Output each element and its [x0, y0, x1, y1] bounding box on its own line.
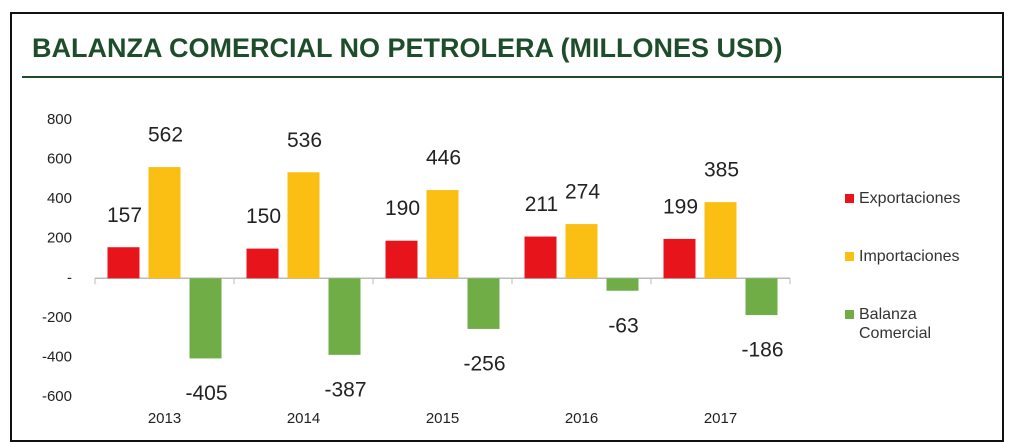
bar [189, 278, 222, 359]
bar [385, 240, 418, 279]
data-label: 150 [246, 205, 281, 228]
bar [287, 172, 320, 279]
legend-item: Exportaciones [845, 189, 969, 208]
bar [524, 236, 557, 279]
data-label: 536 [287, 129, 322, 152]
data-label: -63 [608, 314, 638, 337]
y-tick-label: 200 [47, 230, 72, 247]
data-label: 157 [107, 204, 142, 227]
legend-swatch [845, 252, 854, 261]
data-label: 385 [704, 159, 739, 182]
data-label: 274 [565, 181, 600, 204]
data-label: 446 [426, 147, 461, 170]
bar [704, 202, 737, 279]
x-tick-label: 2014 [287, 410, 320, 427]
bar [107, 247, 140, 279]
legend-item: Balanza Comercial [845, 305, 969, 343]
y-tick-label: 800 [47, 111, 72, 128]
legend-swatch [845, 310, 854, 319]
y-tick-label: -400 [42, 348, 72, 365]
x-tick-label: 2017 [704, 410, 737, 427]
chart-title: BALANZA COMERCIAL NO PETROLERA (MILLONES… [32, 33, 782, 63]
x-tick-label: 2016 [565, 410, 598, 427]
bar [246, 248, 279, 279]
bar [426, 190, 459, 279]
data-label: 190 [385, 197, 420, 220]
y-tick-label: - [67, 269, 72, 286]
y-tick-label: 400 [47, 190, 72, 207]
data-label: 562 [148, 124, 183, 147]
data-label: 211 [525, 193, 558, 216]
bar [148, 167, 181, 279]
legend-label: Exportaciones [859, 190, 961, 207]
x-tick-label: 2015 [426, 410, 459, 427]
bar [565, 224, 598, 279]
data-label: -405 [185, 382, 227, 405]
y-tick-label: -600 [42, 388, 72, 405]
bar [467, 278, 500, 329]
data-label: -387 [324, 378, 366, 401]
bar [663, 238, 696, 279]
bar [328, 278, 361, 355]
data-label: -256 [463, 352, 505, 375]
bar [606, 278, 639, 291]
legend-item: Importaciones [845, 247, 969, 266]
bar [745, 278, 778, 316]
x-tick-label: 2013 [148, 410, 181, 427]
y-tick-label: 600 [47, 151, 72, 168]
data-label: 199 [663, 195, 698, 218]
y-tick-label: -200 [42, 309, 72, 326]
legend-swatch [845, 194, 854, 203]
legend-label: Balanza Comercial [859, 306, 932, 342]
legend-label: Importaciones [859, 248, 960, 265]
data-label: -186 [741, 339, 783, 362]
